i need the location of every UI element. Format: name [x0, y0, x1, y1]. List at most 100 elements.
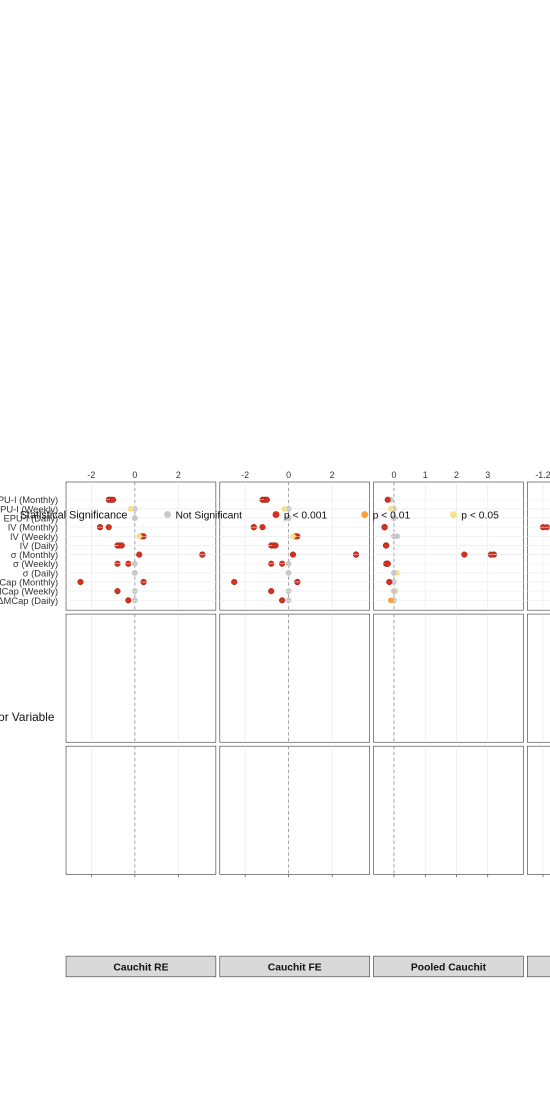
predictor-tick-label: EPU-I (Weekly)	[0, 504, 58, 514]
svg-text:EPU-I (Daily): EPU-I (Daily)	[4, 513, 59, 523]
data-point	[77, 578, 84, 586]
svg-text:IV (Monthly): IV (Monthly)	[8, 523, 58, 533]
y-tick-label-group: -1.2	[535, 470, 550, 480]
y-tick-label: 2	[176, 470, 181, 480]
facet-panel-bg	[527, 481, 550, 611]
legend-title: Statistical Significance	[20, 509, 128, 521]
legend-swatch	[272, 511, 280, 518]
y-tick-label: 2	[330, 470, 335, 480]
facet-panel-bg	[373, 613, 524, 743]
predictor-tick-label: σ (Weekly)	[13, 559, 58, 569]
data-point	[263, 496, 270, 503]
y-tick-label-group: 2	[176, 470, 181, 480]
facet-panel-bg	[373, 481, 524, 611]
predictor-tick-label: EPU-I (Monthly)	[0, 495, 58, 505]
data-point	[118, 542, 125, 549]
svg-text:ΔMCap (Daily): ΔMCap (Daily)	[0, 596, 58, 606]
data-point	[285, 560, 292, 567]
svg-text:ΔMCap (Monthly): ΔMCap (Monthly)	[0, 577, 58, 587]
legend: Statistical Significance Not Significant p…	[20, 509, 499, 521]
data-point	[285, 515, 292, 521]
y-tick-label: 0	[286, 470, 291, 480]
data-point	[384, 560, 391, 567]
y-tick-label: 3	[485, 470, 490, 480]
predictor-tick-label: σ (Daily)	[23, 568, 58, 578]
facet-panel-bg	[527, 745, 550, 875]
y-tick-label-group: 0	[391, 470, 396, 480]
model-strip-box	[219, 955, 370, 978]
data-point	[289, 551, 297, 558]
model-strip: Cauchit RE	[65, 955, 217, 978]
facet-panel	[527, 499, 550, 875]
data-point	[105, 524, 112, 531]
rotated-figure: Volume-based Feder et al. (2018): In-Sam…	[0, 470, 550, 978]
model-strip: Pooled Cauchit	[373, 955, 524, 978]
y-tick-label-group: 2	[330, 470, 335, 480]
legend-swatch	[449, 511, 457, 518]
data-point	[114, 588, 121, 595]
facet-panel-bg	[65, 613, 217, 743]
legend-swatch	[361, 511, 369, 518]
x-axis-title: Predictor Variable	[0, 710, 55, 724]
data-point	[259, 524, 266, 531]
model-strip: Logit RE	[527, 955, 550, 978]
data-point	[285, 570, 292, 576]
predictor-tick-label: ΔMCap (Daily)	[0, 596, 58, 606]
y-tick-label: 0	[391, 470, 396, 480]
predictor-tick-label: σ (Monthly)	[11, 550, 58, 560]
facet-panel	[373, 496, 524, 875]
y-tick-label-group: 0	[132, 470, 137, 480]
predictor-axis: ΔMCap (Daily)ΔMCap (Weekly)ΔMCap (Monthl…	[0, 495, 58, 606]
predictor-tick-label: IV (Weekly)	[10, 532, 58, 542]
data-point	[381, 524, 388, 531]
y-tick-label: 0	[132, 470, 137, 480]
legend-rotated: Statistical Significance Not Significant p…	[20, 509, 499, 521]
data-point	[386, 578, 393, 586]
model-strip-label: Pooled Cauchit	[411, 962, 487, 973]
svg-text:EPU-I (Monthly): EPU-I (Monthly)	[0, 495, 58, 505]
model-strip-box	[527, 955, 550, 978]
model-strip: Cauchit FE	[219, 955, 370, 978]
legend-label: p < 0.001	[284, 510, 328, 521]
predictor-tick-label: IV (Monthly)	[8, 523, 58, 533]
y-tick-label-group: 3	[485, 470, 490, 480]
y-tick-label: -2	[87, 470, 95, 480]
data-point	[383, 542, 390, 549]
svg-text:Predictor Variable: Predictor Variable	[0, 710, 55, 724]
svg-text:σ (Daily): σ (Daily)	[23, 568, 58, 578]
model-strip-label: Cauchit FE	[268, 962, 322, 973]
svg-text:σ (Weekly): σ (Weekly)	[13, 559, 58, 569]
model-strip-label-group: Cauchit FE	[268, 962, 322, 973]
svg-text:IV (Daily): IV (Daily)	[20, 541, 58, 551]
data-point	[110, 496, 117, 503]
facet-panel-bg	[373, 745, 524, 875]
data-point	[268, 588, 275, 595]
model-strip-box	[65, 955, 217, 978]
y-tick-label-group: 2	[454, 470, 459, 480]
legend-label: Not Significant	[175, 510, 242, 521]
facet-panel-bg	[219, 613, 370, 743]
facet-panel-bg	[65, 745, 217, 875]
data-point	[391, 570, 397, 576]
data-point	[384, 496, 391, 503]
legend-label: p < 0.05	[461, 510, 499, 521]
svg-text:EPU-I (Weekly): EPU-I (Weekly)	[0, 504, 58, 514]
facet-panel	[219, 496, 370, 875]
data-point	[132, 515, 138, 521]
predictor-tick-label: ΔMCap (Weekly)	[0, 587, 58, 597]
data-point	[387, 506, 394, 512]
y-tick-label-group: 0	[286, 470, 291, 480]
model-strip-label-group: Pooled Cauchit	[411, 962, 487, 973]
predictor-tick-label: ΔMCap (Monthly)	[0, 577, 58, 587]
y-tick-label-group: -2	[241, 470, 249, 480]
data-point	[136, 533, 143, 540]
data-point	[387, 597, 394, 604]
y-tick-label-group: 1	[423, 470, 428, 480]
legend-swatch	[164, 511, 172, 518]
data-point	[127, 506, 134, 512]
data-point	[132, 560, 138, 567]
predictor-tick-label: IV (Daily)	[20, 541, 58, 551]
y-tick-label: 1	[423, 470, 428, 480]
